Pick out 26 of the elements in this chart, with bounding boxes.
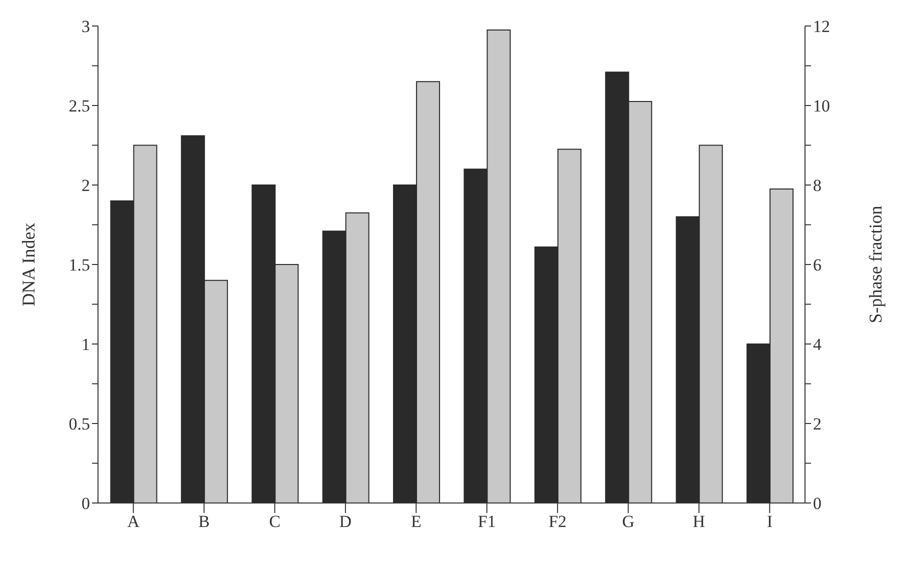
- y2-tick-label: 10: [813, 96, 830, 116]
- y2-tick-label: 4: [813, 335, 822, 354]
- y2-tick-label: 8: [813, 176, 822, 196]
- x-tick-label: F2: [548, 512, 567, 532]
- x-tick-label: I: [766, 512, 773, 532]
- y-tick-label: 1.5: [68, 256, 90, 275]
- y2-tick-label: 0: [813, 494, 822, 514]
- y2-tick-label: 12: [813, 17, 830, 36]
- x-tick-label: D: [339, 512, 352, 532]
- y-tick-label: 0: [82, 494, 90, 514]
- y-tick-label: 2.5: [68, 96, 90, 116]
- y-tick-label: 3: [82, 17, 90, 36]
- x-tick-label: G: [622, 512, 634, 532]
- x-tick-label: C: [269, 512, 280, 532]
- y-axis-title: DNA Index: [18, 222, 38, 306]
- y-tick-label: 0.5: [68, 414, 90, 434]
- y-tick-label: 1: [82, 335, 90, 354]
- x-tick-label: H: [692, 512, 706, 532]
- x-tick-label: F1: [478, 512, 496, 532]
- x-tick-label: A: [127, 512, 140, 532]
- x-tick-label: B: [198, 512, 210, 532]
- y2-tick-label: 2: [813, 414, 822, 434]
- y2-axis-title: S-phase fraction: [865, 206, 886, 324]
- y2-tick-label: 6: [813, 256, 822, 275]
- y-tick-label: 2: [82, 176, 90, 196]
- x-tick-label: E: [410, 512, 422, 532]
